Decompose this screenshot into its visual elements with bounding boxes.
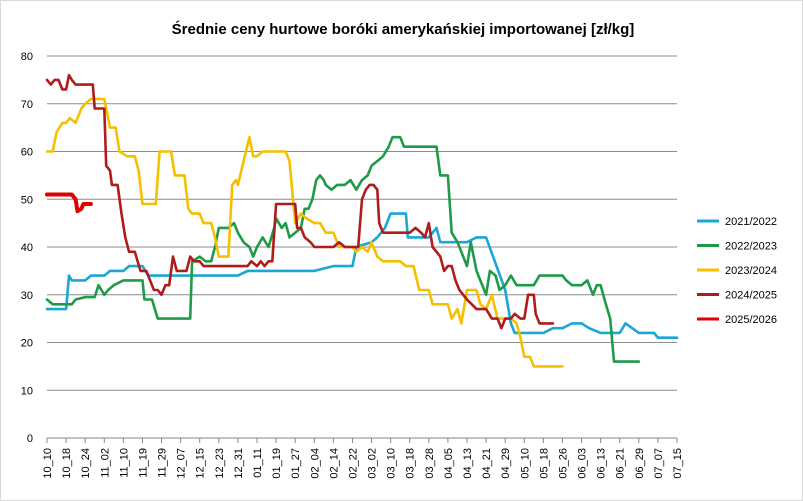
x-tick-label: 02_14 (328, 448, 340, 479)
legend-entry: 2021/2022 (725, 216, 777, 228)
x-axis-ticks: 10_10 10_18 10_24 11_02 11_10 11_19 11_29 12_07… (42, 438, 684, 479)
x-tick-label: 04_05 (443, 448, 455, 479)
series-line-2022-2023 (45, 135, 641, 363)
x-tick-label: 12_07 (176, 448, 188, 479)
x-tick-label: 10_24 (80, 448, 92, 479)
y-tick-label: 60 (21, 147, 33, 159)
x-tick-label: 11_19 (137, 448, 149, 478)
x-tick-label: 03_02 (367, 448, 379, 479)
x-tick-label: 12_31 (233, 448, 245, 479)
x-tick-label: 03_10 (386, 448, 398, 479)
x-tick-label: 11_10 (118, 448, 130, 478)
x-tick-label: 10_10 (42, 448, 54, 479)
y-tick-label: 40 (21, 242, 33, 254)
x-tick-label: 02_04 (309, 448, 321, 479)
y-tick-label: 0 (27, 433, 33, 445)
x-tick-label: 05_26 (557, 448, 569, 479)
x-tick-label: 01_11 (252, 448, 264, 478)
y-axis-ticks: 0 10 20 30 40 50 60 70 80 (21, 51, 33, 445)
series-line-2024-2025 (45, 73, 555, 330)
x-tick-label: 06_29 (634, 448, 646, 479)
x-tick-label: 12_15 (195, 448, 207, 479)
y-tick-label: 80 (21, 51, 33, 63)
x-tick-label: 04_13 (462, 448, 474, 479)
y-tick-label: 20 (21, 338, 33, 350)
x-tick-label: 12_23 (214, 448, 226, 479)
y-tick-label: 30 (21, 290, 33, 302)
x-tick-label: 03_18 (405, 448, 417, 479)
legend-entry: 2024/2025 (725, 290, 777, 302)
x-tick-label: 07_07 (653, 448, 665, 479)
legend-entry: 2023/2024 (725, 265, 777, 277)
x-tick-label: 05_18 (538, 448, 550, 479)
x-tick-label: 03_28 (424, 448, 436, 479)
series-lines (45, 73, 679, 368)
y-tick-label: 10 (21, 385, 33, 397)
series-line-2021-2022 (45, 212, 679, 339)
y-tick-label: 50 (21, 194, 33, 206)
legend-entry: 2025/2026 (725, 314, 777, 326)
legend: 2021/2022 2022/2023 2023/2024 2024/2025 2025… (697, 216, 777, 326)
x-tick-label: 04_21 (481, 448, 493, 479)
x-tick-label: 06_03 (577, 448, 589, 479)
x-tick-label: 04_29 (500, 448, 512, 479)
x-tick-label: 10_18 (61, 448, 73, 479)
series-line-2025-2026 (45, 192, 93, 214)
x-tick-label: 06_13 (596, 448, 608, 479)
legend-entry: 2022/2023 (725, 241, 777, 253)
x-tick-label: 06_21 (615, 448, 627, 479)
x-tick-label: 05_10 (519, 448, 531, 479)
x-tick-label: 01_27 (290, 448, 302, 479)
x-tick-label: 01_19 (271, 448, 283, 479)
x-tick-label: 07_15 (672, 448, 684, 479)
series-line-2023-2024 (45, 97, 564, 368)
x-tick-label: 02_22 (347, 448, 359, 479)
x-tick-label: 11_02 (99, 448, 111, 478)
chart-title: Średnie ceny hurtowe boróki amerykańskie… (172, 20, 635, 38)
y-tick-label: 70 (21, 99, 33, 111)
x-tick-label: 11_29 (157, 448, 169, 478)
